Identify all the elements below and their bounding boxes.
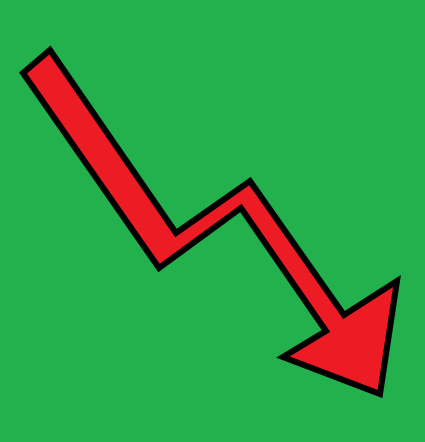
trend-arrow-shape — [18, 45, 401, 399]
